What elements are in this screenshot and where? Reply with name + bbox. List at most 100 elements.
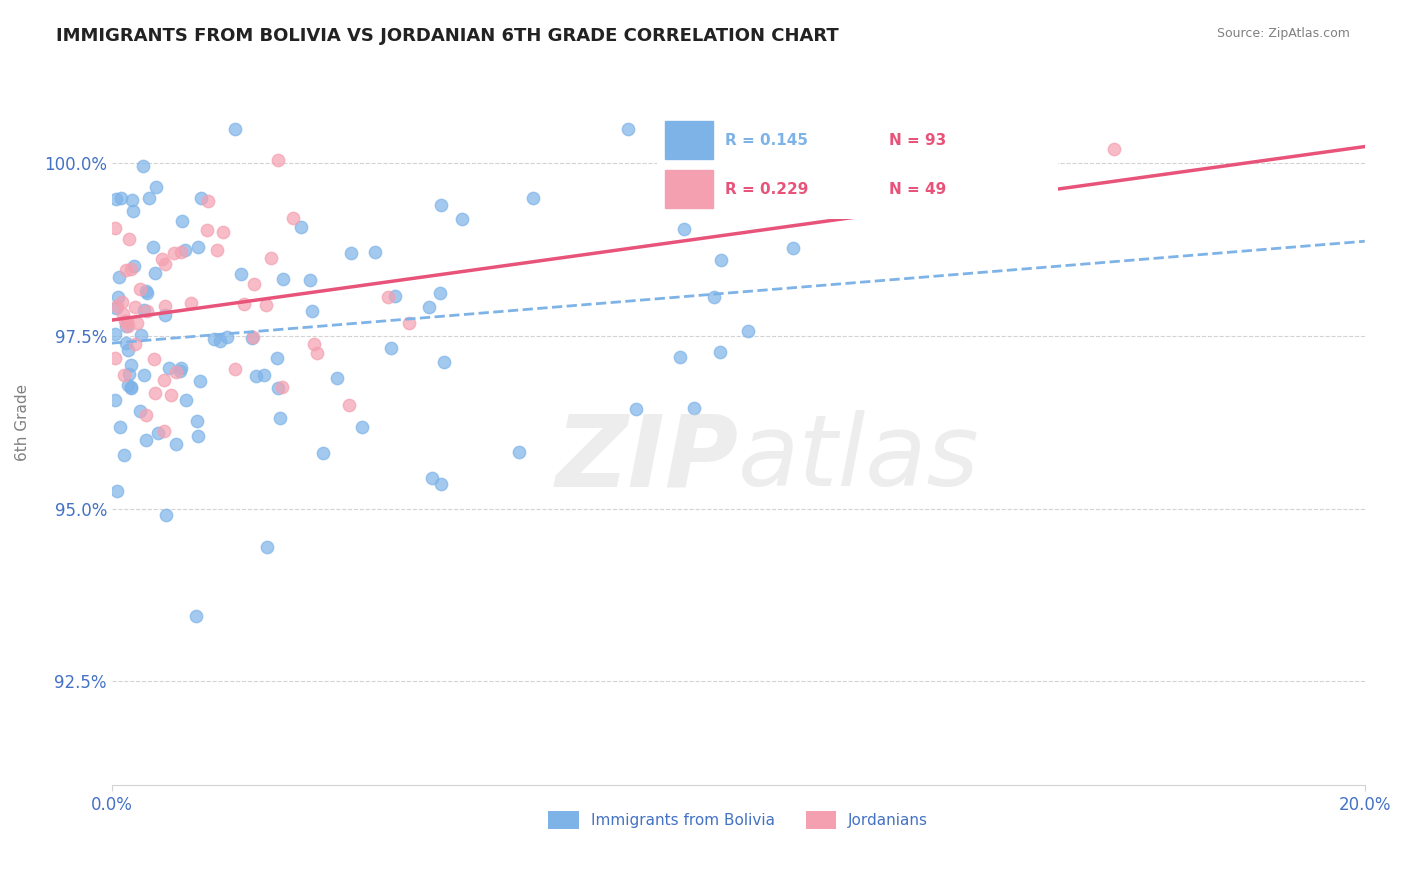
Immigrants from Bolivia: [121, 204, 143, 219]
Jordanians: [135, 304, 157, 318]
Legend: Immigrants from Bolivia, Jordanians: Immigrants from Bolivia, Jordanians: [543, 805, 935, 836]
Immigrants from Bolivia: [120, 381, 142, 395]
Immigrants from Bolivia: [672, 222, 695, 236]
Jordanians: [104, 351, 127, 366]
Jordanians: [1102, 143, 1125, 157]
Immigrants from Bolivia: [364, 245, 387, 260]
Immigrants from Bolivia: [430, 476, 453, 491]
Jordanians: [281, 211, 304, 225]
Jordanians: [114, 314, 136, 328]
Immigrants from Bolivia: [165, 437, 187, 451]
Immigrants from Bolivia: [188, 374, 211, 388]
Jordanians: [124, 300, 146, 314]
Jordanians: [260, 251, 283, 265]
Immigrants from Bolivia: [135, 434, 157, 448]
Immigrants from Bolivia: [217, 330, 239, 344]
Immigrants from Bolivia: [121, 193, 143, 207]
Immigrants from Bolivia: [104, 392, 127, 407]
Immigrants from Bolivia: [187, 428, 209, 442]
Immigrants from Bolivia: [522, 191, 544, 205]
Jordanians: [153, 373, 176, 387]
Immigrants from Bolivia: [174, 393, 197, 408]
Immigrants from Bolivia: [384, 289, 406, 303]
Jordanians: [224, 361, 246, 376]
Immigrants from Bolivia: [450, 212, 472, 227]
Jordanians: [302, 337, 325, 351]
Immigrants from Bolivia: [429, 198, 451, 212]
Immigrants from Bolivia: [190, 191, 212, 205]
Jordanians: [169, 245, 191, 260]
Text: ZIP: ZIP: [555, 410, 738, 508]
Immigrants from Bolivia: [146, 426, 169, 441]
Immigrants from Bolivia: [128, 404, 150, 418]
Jordanians: [110, 295, 132, 310]
Immigrants from Bolivia: [186, 414, 208, 428]
Immigrants from Bolivia: [110, 420, 132, 434]
Jordanians: [307, 345, 329, 359]
Immigrants from Bolivia: [312, 446, 335, 460]
Jordanians: [153, 299, 176, 313]
Immigrants from Bolivia: [135, 286, 157, 301]
Jordanians: [135, 409, 157, 423]
Immigrants from Bolivia: [202, 332, 225, 346]
Immigrants from Bolivia: [350, 420, 373, 434]
Immigrants from Bolivia: [253, 368, 276, 382]
Immigrants from Bolivia: [117, 343, 139, 357]
Immigrants from Bolivia: [174, 244, 197, 258]
Jordanians: [121, 262, 143, 277]
Immigrants from Bolivia: [709, 345, 731, 359]
Jordanians: [165, 365, 187, 379]
Immigrants from Bolivia: [108, 269, 131, 284]
Immigrants from Bolivia: [115, 318, 138, 333]
Immigrants from Bolivia: [508, 444, 530, 458]
Immigrants from Bolivia: [266, 351, 288, 365]
Y-axis label: 6th Grade: 6th Grade: [15, 384, 30, 461]
Immigrants from Bolivia: [138, 191, 160, 205]
Immigrants from Bolivia: [616, 121, 638, 136]
Jordanians: [205, 243, 228, 257]
Immigrants from Bolivia: [170, 360, 193, 375]
Immigrants from Bolivia: [433, 355, 456, 369]
Immigrants from Bolivia: [782, 241, 804, 255]
Immigrants from Bolivia: [766, 164, 789, 178]
Text: Source: ZipAtlas.com: Source: ZipAtlas.com: [1216, 27, 1350, 40]
Immigrants from Bolivia: [132, 159, 155, 173]
Immigrants from Bolivia: [682, 401, 704, 416]
Immigrants from Bolivia: [131, 328, 153, 343]
Jordanians: [159, 388, 181, 402]
Immigrants from Bolivia: [105, 192, 128, 206]
Immigrants from Bolivia: [134, 368, 156, 382]
Immigrants from Bolivia: [105, 484, 128, 499]
Jordanians: [114, 368, 136, 382]
Immigrants from Bolivia: [737, 324, 759, 338]
Jordanians: [271, 380, 294, 394]
Jordanians: [118, 232, 141, 246]
Immigrants from Bolivia: [170, 214, 193, 228]
Jordanians: [197, 194, 219, 209]
Immigrants from Bolivia: [301, 304, 323, 318]
Jordanians: [105, 299, 128, 313]
Immigrants from Bolivia: [107, 290, 129, 304]
Jordanians: [128, 281, 150, 295]
Immigrants from Bolivia: [710, 252, 733, 267]
Immigrants from Bolivia: [187, 239, 209, 253]
Jordanians: [143, 385, 166, 400]
Immigrants from Bolivia: [380, 341, 402, 355]
Jordanians: [150, 252, 173, 266]
Immigrants from Bolivia: [429, 286, 451, 301]
Immigrants from Bolivia: [120, 359, 142, 373]
Jordanians: [114, 263, 136, 277]
Immigrants from Bolivia: [209, 334, 232, 348]
Immigrants from Bolivia: [132, 303, 155, 318]
Jordanians: [117, 319, 139, 334]
Immigrants from Bolivia: [105, 301, 128, 316]
Immigrants from Bolivia: [703, 290, 725, 304]
Immigrants from Bolivia: [669, 351, 692, 365]
Jordanians: [242, 330, 264, 344]
Jordanians: [155, 257, 177, 271]
Immigrants from Bolivia: [110, 191, 132, 205]
Immigrants from Bolivia: [155, 508, 177, 523]
Jordanians: [115, 316, 138, 330]
Immigrants from Bolivia: [169, 364, 191, 378]
Jordanians: [267, 153, 290, 168]
